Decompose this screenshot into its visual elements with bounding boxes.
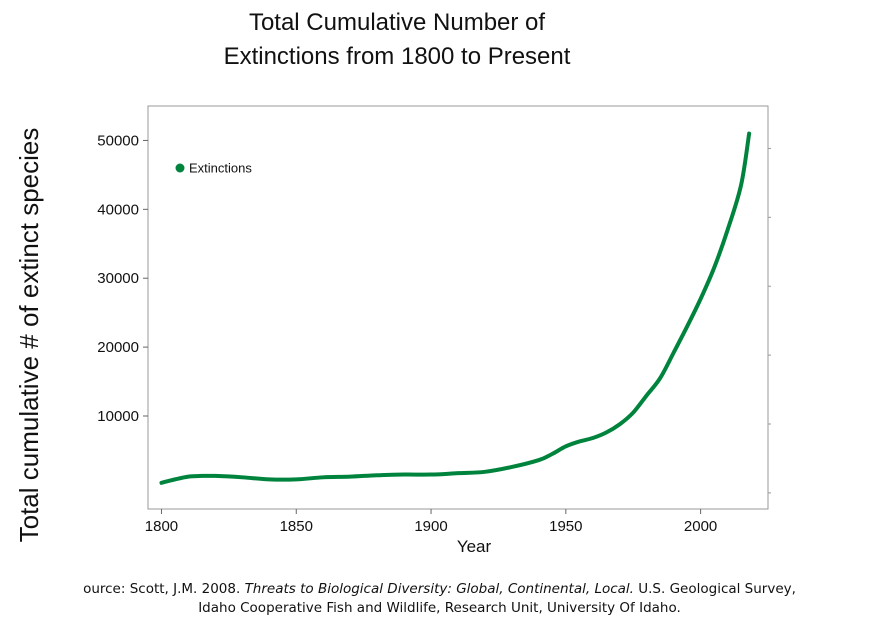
x-tick-label: 1950 [549, 518, 582, 535]
x-tick-label: 1900 [414, 518, 447, 535]
series-layer [159, 131, 752, 485]
y-tick-label: 40000 [97, 201, 139, 218]
source-italic-title: Threats to Biological Diversity: Global,… [244, 581, 634, 597]
series-line-extinctions [159, 131, 752, 485]
y-tick-label: 10000 [97, 408, 139, 425]
plot-area [147, 105, 769, 510]
x-axis-label: Year [457, 537, 492, 556]
source-line-2: Idaho Cooperative Fish and Wildlife, Res… [198, 600, 681, 616]
x-tick-label: 2000 [684, 518, 717, 535]
y-tick-label: 50000 [97, 132, 139, 149]
source-suffix: U.S. Geological Survey, [633, 581, 796, 597]
y-axis: 10000 20000 30000 40000 50000 [97, 132, 148, 425]
x-tick-label: 1850 [280, 518, 313, 535]
y-tick-label: 20000 [97, 339, 139, 356]
source-citation: ource: Scott, J.M. 2008. Threats to Biol… [0, 580, 879, 618]
y-tick-label: 30000 [97, 270, 139, 287]
x-axis: 1800 1850 1900 1950 2000 [145, 509, 717, 535]
legend: Extinctions [175, 161, 252, 176]
chart: Total Cumulative Number of Extinctions f… [14, 9, 771, 556]
legend-marker-extinctions [175, 163, 185, 173]
y-axis-label: Total cumulative # of extinct species [14, 128, 44, 543]
source-line-1: ource: Scott, J.M. 2008. Threats to Biol… [0, 580, 879, 599]
x-tick-label: 1800 [145, 518, 178, 535]
chart-title-line-1: Total Cumulative Number of [249, 9, 545, 36]
source-prefix: ource: Scott, J.M. 2008. [83, 581, 245, 597]
legend-label-extinctions: Extinctions [189, 161, 252, 176]
right-axis-ticks [768, 147, 771, 494]
chart-title-line-2: Extinctions from 1800 to Present [224, 43, 571, 70]
